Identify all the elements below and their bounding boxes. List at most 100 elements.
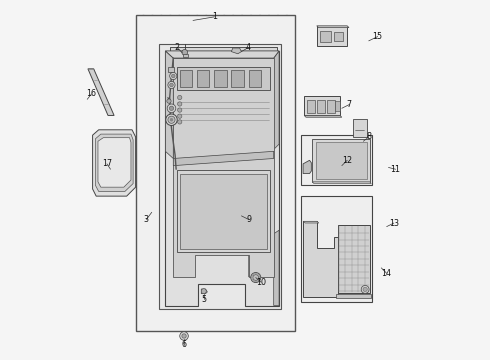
Circle shape	[214, 86, 216, 89]
Circle shape	[196, 284, 198, 286]
Circle shape	[178, 141, 180, 144]
Circle shape	[268, 141, 270, 144]
Circle shape	[178, 15, 180, 18]
Circle shape	[232, 173, 234, 175]
Polygon shape	[304, 96, 340, 116]
Circle shape	[178, 86, 180, 89]
Circle shape	[223, 78, 225, 81]
Circle shape	[143, 268, 145, 270]
Circle shape	[205, 236, 207, 238]
Circle shape	[160, 118, 163, 120]
Circle shape	[160, 63, 163, 65]
Circle shape	[160, 23, 163, 26]
Circle shape	[286, 71, 288, 73]
Circle shape	[214, 292, 216, 294]
Circle shape	[250, 228, 252, 230]
Circle shape	[250, 141, 252, 144]
Polygon shape	[202, 206, 256, 221]
Circle shape	[151, 55, 153, 57]
Circle shape	[232, 205, 234, 207]
Circle shape	[160, 205, 163, 207]
Circle shape	[268, 181, 270, 183]
Circle shape	[363, 287, 368, 292]
Circle shape	[232, 236, 234, 238]
Circle shape	[232, 284, 234, 286]
Circle shape	[259, 236, 261, 238]
Circle shape	[151, 292, 153, 294]
Circle shape	[214, 63, 216, 65]
Circle shape	[286, 118, 288, 120]
Circle shape	[250, 284, 252, 286]
Circle shape	[178, 260, 180, 262]
Circle shape	[205, 141, 207, 144]
Circle shape	[286, 63, 288, 65]
Circle shape	[232, 126, 234, 128]
Circle shape	[223, 39, 225, 41]
Circle shape	[259, 141, 261, 144]
Circle shape	[259, 63, 261, 65]
Circle shape	[143, 252, 145, 254]
Circle shape	[277, 134, 279, 136]
Circle shape	[170, 284, 172, 286]
Circle shape	[214, 189, 216, 191]
Circle shape	[277, 86, 279, 89]
Circle shape	[205, 23, 207, 26]
Circle shape	[241, 268, 243, 270]
Circle shape	[250, 78, 252, 81]
Circle shape	[286, 149, 288, 152]
Circle shape	[277, 165, 279, 167]
Circle shape	[250, 63, 252, 65]
Circle shape	[250, 23, 252, 26]
Circle shape	[223, 205, 225, 207]
Circle shape	[143, 197, 145, 199]
Circle shape	[187, 307, 190, 310]
Circle shape	[196, 260, 198, 262]
Circle shape	[277, 102, 279, 104]
Circle shape	[259, 221, 261, 223]
Polygon shape	[231, 48, 242, 54]
Circle shape	[286, 78, 288, 81]
Circle shape	[214, 94, 216, 96]
Circle shape	[232, 102, 234, 104]
Circle shape	[196, 197, 198, 199]
Circle shape	[143, 244, 145, 246]
Circle shape	[160, 260, 163, 262]
Circle shape	[268, 63, 270, 65]
Circle shape	[232, 157, 234, 159]
Circle shape	[232, 94, 234, 96]
Circle shape	[268, 55, 270, 57]
Circle shape	[277, 181, 279, 183]
Circle shape	[223, 165, 225, 167]
Circle shape	[178, 315, 180, 318]
Circle shape	[223, 276, 225, 278]
Circle shape	[268, 268, 270, 270]
Circle shape	[259, 102, 261, 104]
Circle shape	[178, 205, 180, 207]
Circle shape	[232, 63, 234, 65]
Circle shape	[223, 71, 225, 73]
Circle shape	[268, 323, 270, 325]
Circle shape	[223, 307, 225, 310]
Circle shape	[277, 15, 279, 18]
Circle shape	[268, 197, 270, 199]
Circle shape	[170, 55, 172, 57]
Circle shape	[160, 86, 163, 89]
Circle shape	[168, 81, 175, 89]
Circle shape	[196, 23, 198, 26]
Polygon shape	[159, 44, 281, 309]
Bar	[197, 70, 210, 87]
Circle shape	[196, 307, 198, 310]
Circle shape	[187, 78, 190, 81]
Circle shape	[286, 23, 288, 26]
Circle shape	[170, 83, 173, 87]
Circle shape	[196, 63, 198, 65]
Circle shape	[187, 300, 190, 302]
Circle shape	[177, 102, 182, 106]
Circle shape	[160, 252, 163, 254]
Circle shape	[201, 289, 206, 294]
Circle shape	[143, 157, 145, 159]
Circle shape	[214, 181, 216, 183]
Circle shape	[143, 78, 145, 81]
Circle shape	[160, 55, 163, 57]
Circle shape	[151, 165, 153, 167]
